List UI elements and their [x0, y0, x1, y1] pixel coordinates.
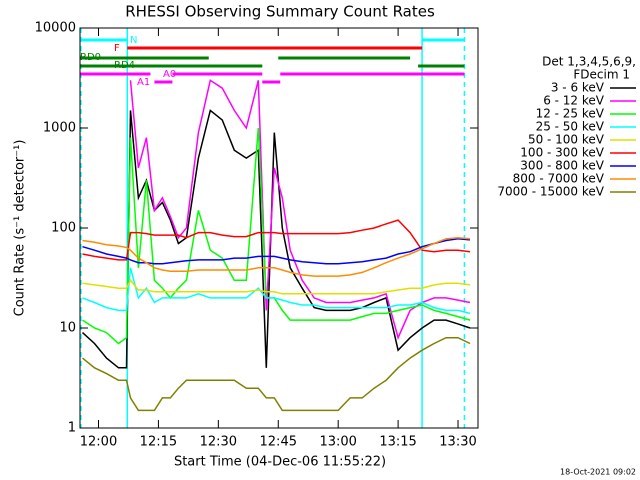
flag-label: F — [114, 43, 120, 54]
x-tick-label: 12:30 — [200, 435, 237, 450]
series-line — [129, 79, 471, 340]
legend-title: Det 1,3,4,5,6,9, — [542, 55, 636, 69]
y-tick-label: 100 — [51, 221, 76, 236]
series-line — [82, 238, 471, 265]
series-line — [82, 127, 471, 345]
chart-title: RHESSI Observing Summary Count Rates — [125, 3, 435, 21]
legend-label: 6 - 12 keV — [543, 94, 605, 108]
legend-label: 7000 - 15000 keV — [497, 185, 604, 199]
series-line — [82, 278, 471, 295]
flag-label: RD0 — [80, 52, 101, 63]
flag-label: A1 — [137, 77, 150, 88]
x-tick-label: 12:15 — [140, 435, 177, 450]
legend-label: 300 - 800 keV — [520, 159, 604, 173]
series-line — [82, 219, 471, 261]
series-line — [82, 236, 471, 277]
x-tick-label: 12:00 — [80, 435, 117, 450]
y-tick-label: 10 — [59, 321, 76, 336]
footer: 18-Oct-2021 09:02 — [560, 468, 636, 477]
y-tick-label: 1 — [68, 421, 76, 436]
legend-label: 50 - 100 keV — [528, 133, 605, 147]
flag-label: N — [130, 35, 137, 46]
legend-label: 800 - 7000 keV — [513, 172, 605, 186]
y-axis-label: Count Rate (s⁻¹ detector⁻¹) — [13, 140, 28, 317]
legend-label: 12 - 25 keV — [536, 107, 605, 121]
series-line — [81, 109, 471, 369]
y-tick-label: 1000 — [43, 121, 76, 136]
x-tick-label: 13:30 — [439, 435, 476, 450]
legend-label: 25 - 50 keV — [536, 120, 605, 134]
x-tick-label: 12:45 — [260, 435, 297, 450]
series-line — [82, 336, 471, 412]
plot-frame — [79, 27, 479, 429]
series-line — [82, 267, 471, 315]
legend-label: 3 - 6 keV — [551, 81, 605, 95]
flag-label: RD4 — [114, 60, 135, 71]
x-axis-label: Start Time (04-Dec-06 11:55:22) — [174, 455, 386, 470]
x-tick-label: 13:00 — [319, 435, 356, 450]
y-tick-label: 10000 — [35, 21, 76, 36]
legend-label: 100 - 300 keV — [520, 146, 604, 160]
flag-label: A0 — [163, 69, 176, 80]
legend-title: FDecim 1 — [573, 68, 630, 82]
x-tick-label: 13:15 — [379, 435, 416, 450]
